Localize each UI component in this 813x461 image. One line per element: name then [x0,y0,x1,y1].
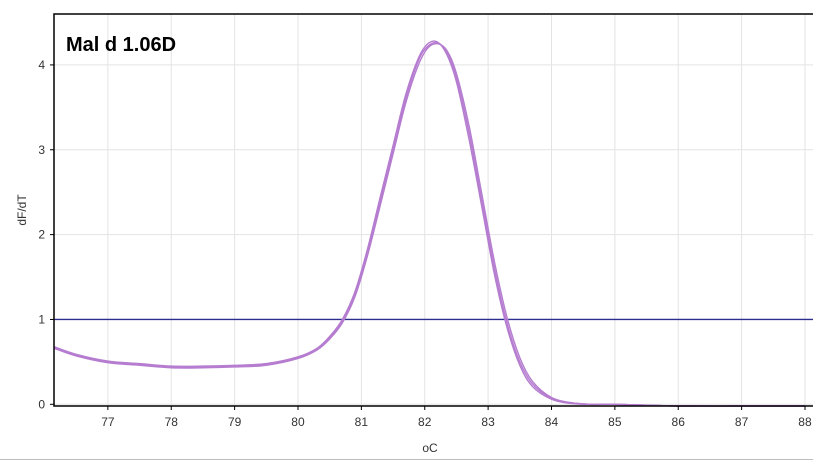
y-axis-ticks: 0 1 2 3 4 [38,58,54,411]
x-axis-ticks: 77 78 79 80 81 82 83 84 85 86 87 88 [101,406,812,429]
y-tick-label: 0 [38,397,45,411]
melt-curve-line [53,40,805,407]
melt-curve-line [53,42,805,407]
x-tick-label: 86 [672,415,686,429]
x-tick-label: 87 [735,415,749,429]
x-tick-label: 85 [608,415,622,429]
series-layer [53,40,805,407]
y-tick-label: 4 [38,58,45,72]
x-tick-label: 81 [355,415,369,429]
x-tick-label: 77 [101,415,115,429]
y-tick-label: 2 [38,228,45,242]
x-tick-label: 88 [798,415,812,429]
chart-title: Mal d 1.06D [66,34,176,56]
plot-frame [53,13,813,407]
x-tick-label: 82 [418,415,432,429]
y-tick-label: 3 [38,143,45,157]
x-tick-label: 84 [545,415,559,429]
x-tick-label: 79 [228,415,242,429]
x-tick-label: 83 [481,415,495,429]
x-tick-label: 80 [291,415,305,429]
x-axis-title: oC [422,441,438,455]
x-tick-label: 78 [165,415,179,429]
y-tick-label: 1 [38,312,45,326]
y-axis-title: dF/dT [15,194,29,226]
